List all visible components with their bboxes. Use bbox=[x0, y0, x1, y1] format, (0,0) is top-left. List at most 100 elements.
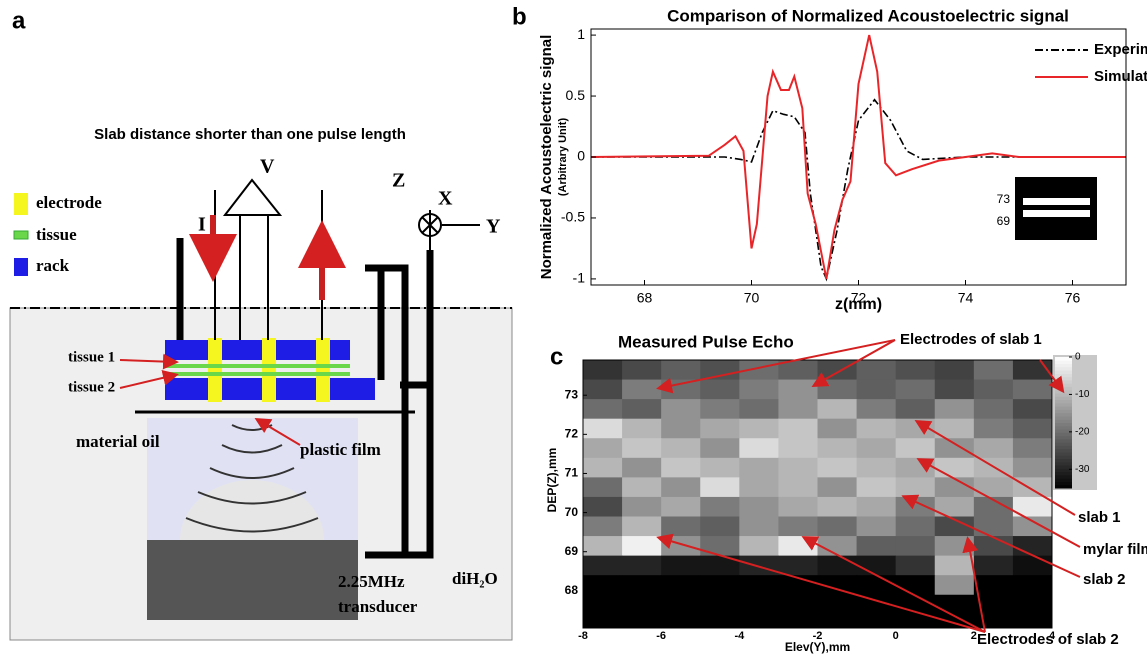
heatmap-cell bbox=[661, 477, 701, 498]
label: Y bbox=[486, 216, 501, 238]
heatmap-cell bbox=[895, 399, 936, 420]
heatmap-cell bbox=[1012, 399, 1052, 420]
x-tick-label: -2 bbox=[813, 630, 823, 642]
y-tick-label: 73 bbox=[565, 387, 579, 401]
y-tick-label: 70 bbox=[565, 505, 579, 519]
heatmap-cell bbox=[622, 477, 662, 498]
heatmap-cell bbox=[817, 614, 858, 628]
y-tick-label: 72 bbox=[565, 427, 579, 441]
heatmap-cell bbox=[856, 614, 897, 628]
heatmap-cell bbox=[778, 555, 818, 576]
colorbar-step bbox=[1055, 360, 1072, 365]
heatmap-cell bbox=[817, 457, 858, 478]
legend-swatch bbox=[14, 193, 28, 215]
heatmap-cell bbox=[622, 457, 662, 478]
label: material oil bbox=[76, 432, 160, 451]
x-tick-label: -4 bbox=[734, 630, 745, 642]
heatmap-cell bbox=[934, 379, 975, 400]
heatmap-cell bbox=[1012, 594, 1052, 615]
x-tick-label: 4 bbox=[1049, 630, 1056, 642]
inset-bar bbox=[1023, 198, 1090, 205]
heatmap-cell bbox=[856, 477, 897, 498]
heatmap-cell bbox=[817, 438, 858, 459]
heatmap-cell bbox=[583, 477, 623, 498]
heatmap-cell bbox=[1012, 555, 1052, 576]
x-tick-label: 74 bbox=[958, 290, 974, 306]
heatmap-cell bbox=[583, 575, 623, 596]
y-tick-label: -0.5 bbox=[561, 209, 585, 225]
legend-swatch bbox=[14, 258, 28, 276]
heatmap-cell bbox=[856, 575, 897, 596]
heatmap-cell bbox=[817, 594, 858, 615]
heatmap-cell bbox=[583, 360, 623, 381]
heatmap-cell bbox=[778, 536, 818, 557]
colorbar-step bbox=[1055, 396, 1072, 401]
chart-title: Measured Pulse Echo bbox=[618, 332, 794, 351]
chart-title: Comparison of Normalized Acoustoelectric… bbox=[667, 6, 1069, 25]
colorbar-step bbox=[1055, 471, 1072, 476]
label: transducer bbox=[338, 597, 418, 616]
colorbar-step bbox=[1055, 455, 1072, 460]
heatmap-cell bbox=[700, 496, 740, 517]
x-tick-label: 68 bbox=[637, 290, 653, 306]
label: 2.25MHz bbox=[338, 572, 405, 591]
colorbar-step bbox=[1055, 402, 1072, 407]
colorbar-label: -10 bbox=[1075, 389, 1090, 400]
heatmap-cell bbox=[778, 614, 818, 628]
heatmap-cell bbox=[973, 496, 1014, 517]
heatmap-cell bbox=[700, 575, 740, 596]
y-tick-label: 69 bbox=[565, 544, 579, 558]
heatmap-cell bbox=[856, 438, 897, 459]
heatmap-cell bbox=[856, 594, 897, 615]
rack-frame bbox=[176, 238, 434, 559]
heatmap-cell bbox=[700, 555, 740, 576]
heatmap-cell bbox=[622, 575, 662, 596]
x-tick-label: -8 bbox=[578, 630, 588, 642]
legend-label: Simulation bbox=[1094, 68, 1147, 85]
heatmap-cell bbox=[973, 418, 1014, 439]
colorbar-step bbox=[1055, 451, 1072, 456]
heatmap-cell bbox=[856, 399, 897, 420]
colorbar-label: -20 bbox=[1075, 426, 1090, 437]
heatmap-cell bbox=[583, 555, 623, 576]
panel-label: b bbox=[512, 3, 527, 30]
heatmap-cell bbox=[973, 516, 1014, 537]
panel-label: c bbox=[550, 343, 563, 370]
heatmap-cell bbox=[583, 516, 623, 537]
label: I bbox=[198, 214, 206, 236]
heatmap-cell bbox=[1012, 360, 1052, 381]
transducer-face bbox=[180, 480, 324, 540]
heatmap-cell bbox=[700, 594, 740, 615]
heatmap-cell bbox=[1012, 575, 1052, 596]
heatmap-cell bbox=[700, 536, 740, 557]
heatmap-cell bbox=[622, 438, 662, 459]
colorbar-step bbox=[1055, 481, 1072, 486]
heatmap-cell bbox=[934, 496, 975, 517]
line bbox=[591, 98, 1019, 282]
heatmap-cell bbox=[973, 477, 1014, 498]
y-tick-label: 68 bbox=[565, 583, 579, 597]
panel-a: a Slab distance shorter than one pulse l… bbox=[9, 7, 513, 641]
y-tick-label: 0.5 bbox=[566, 87, 586, 103]
colorbar-step bbox=[1055, 406, 1072, 410]
legend-label: Experiment bbox=[1094, 41, 1147, 58]
heatmap-cell bbox=[583, 418, 623, 439]
heatmap-cell bbox=[817, 418, 858, 439]
legend-label: electrode bbox=[36, 193, 102, 212]
y-tick-label: 1 bbox=[577, 26, 585, 42]
heatmap-cell bbox=[622, 614, 662, 628]
heatmap-cell bbox=[817, 360, 858, 381]
heatmap-cell bbox=[973, 379, 1014, 400]
heatmap-cell bbox=[817, 555, 858, 576]
heatmap-cell bbox=[934, 399, 975, 420]
heatmap-cell bbox=[1012, 418, 1052, 439]
y-axis-sublabel: (Arbitrary Unit) bbox=[557, 118, 569, 197]
legend-label: tissue bbox=[36, 225, 77, 244]
x-tick-label: 70 bbox=[744, 290, 760, 306]
heatmap-cell bbox=[934, 477, 975, 498]
heatmap-cell bbox=[856, 418, 897, 439]
x-tick-label: -6 bbox=[656, 630, 666, 642]
heatmap-cell bbox=[1012, 614, 1052, 628]
colorbar-step bbox=[1055, 412, 1072, 417]
